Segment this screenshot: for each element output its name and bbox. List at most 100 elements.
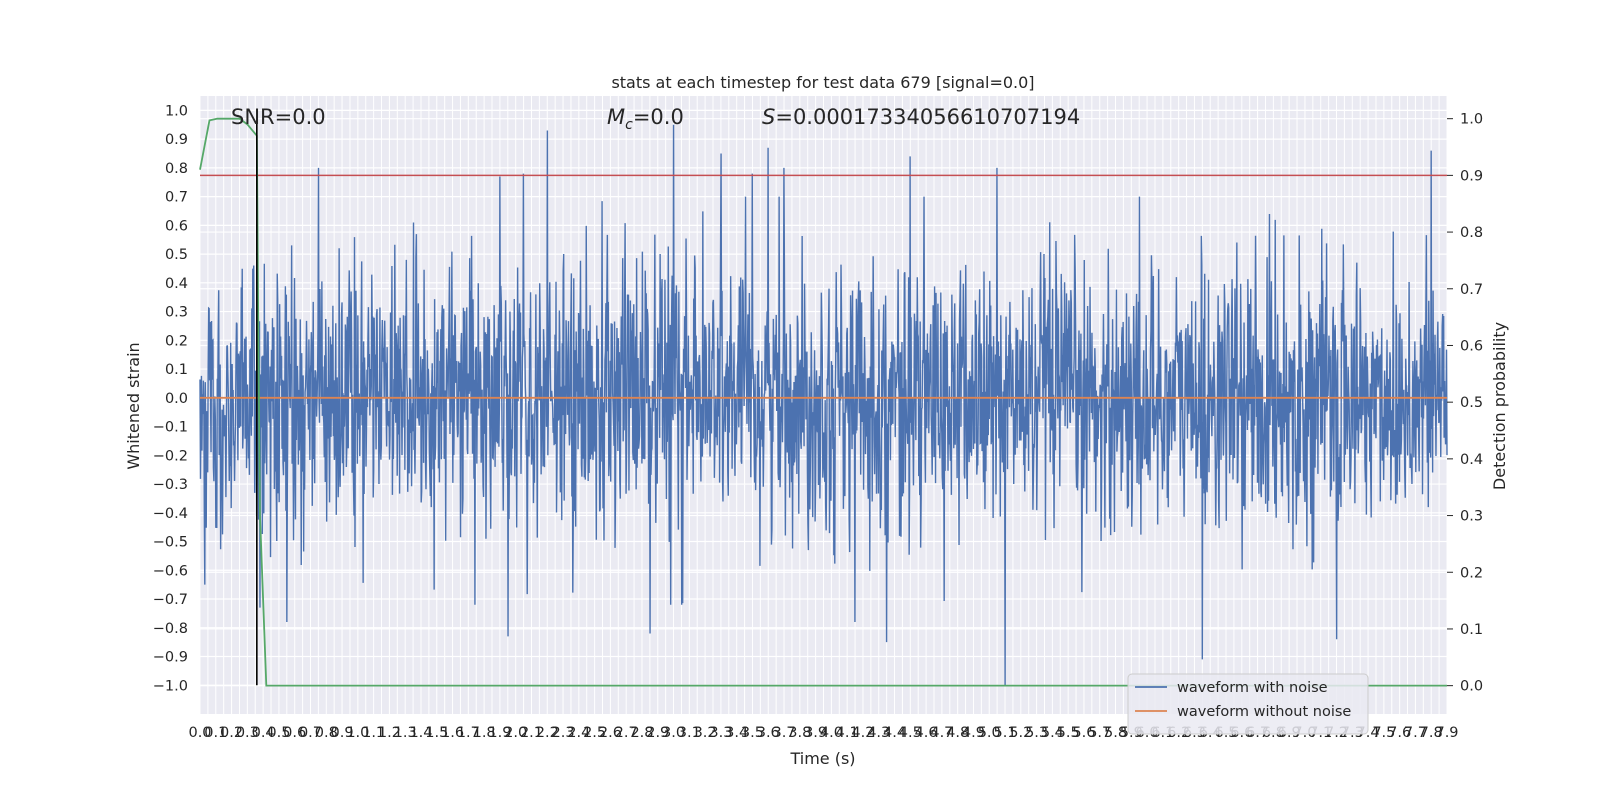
x-tick-label: 3.1 bbox=[678, 725, 701, 741]
x-tick-label: 4.5 bbox=[899, 725, 922, 741]
x-tick-label: 7.8 bbox=[1420, 725, 1443, 741]
x-tick-label: 5.6 bbox=[1072, 725, 1095, 741]
y-axis-label-left: Whitened strain bbox=[124, 342, 143, 469]
x-tick-label: 7.7 bbox=[1404, 725, 1427, 741]
legend-label-noise: waveform with noise bbox=[1177, 680, 1328, 696]
x-tick-label: 4.4 bbox=[883, 725, 906, 741]
legend-label-clean: waveform without noise bbox=[1177, 704, 1351, 720]
legend-box bbox=[1127, 673, 1369, 735]
y-tick-label-left: 0.1 bbox=[165, 362, 188, 378]
y-tick-label-right: 0.1 bbox=[1460, 622, 1483, 638]
y-tick-label-right: 0.2 bbox=[1460, 565, 1483, 581]
y-tick-label-right: 1.0 bbox=[1460, 112, 1483, 128]
x-axis-label: Time (s) bbox=[789, 749, 855, 768]
y-tick-label-left: −0.9 bbox=[153, 650, 188, 666]
x-tick-label: 5.2 bbox=[1009, 725, 1032, 741]
y-axis-label-right: Detection probability bbox=[1490, 322, 1509, 490]
y-tick-label-left: 0.4 bbox=[165, 276, 188, 292]
x-tick-label: 3.6 bbox=[757, 725, 780, 741]
x-tick-label: 3.2 bbox=[694, 725, 717, 741]
chart-title: stats at each timestep for test data 679… bbox=[611, 73, 1034, 92]
chirp-mass-subscript: c bbox=[625, 117, 633, 133]
x-tick-label: 3.4 bbox=[725, 725, 748, 741]
x-tick-label: 3.7 bbox=[773, 725, 796, 741]
series-waveform-with-noise bbox=[199, 124, 1448, 686]
x-tick-label: 7.9 bbox=[1435, 725, 1458, 741]
y-tick-label-right: 0.9 bbox=[1460, 168, 1483, 184]
x-tick-label: 4.8 bbox=[946, 725, 969, 741]
snr-annotation: SNR=0.0 bbox=[231, 105, 326, 129]
x-tick-label: 5.5 bbox=[1057, 725, 1080, 741]
y-tick-label-left: 1.0 bbox=[165, 103, 188, 119]
y-tick-label-left: 0.7 bbox=[165, 190, 188, 206]
chirp-mass-annotation: Mc=0.0 bbox=[607, 105, 684, 133]
x-tick-label: 1.2 bbox=[378, 725, 401, 741]
x-tick-label: 4.2 bbox=[851, 725, 874, 741]
s-symbol: S bbox=[762, 105, 775, 129]
x-tick-label: 0.0 bbox=[188, 725, 211, 741]
y-tick-label-right: 0.8 bbox=[1460, 225, 1483, 241]
y-tick-label-right: 0.7 bbox=[1460, 282, 1483, 298]
x-tick-label: 3.3 bbox=[709, 725, 732, 741]
y-tick-label-left: 0.3 bbox=[165, 305, 188, 321]
x-tick-label: 5.0 bbox=[978, 725, 1001, 741]
x-tick-label: 1.9 bbox=[488, 725, 511, 741]
x-tick-label: 2.3 bbox=[552, 725, 575, 741]
y-tick-label-right: 0.6 bbox=[1460, 338, 1483, 354]
x-tick-label: 5.4 bbox=[1041, 725, 1064, 741]
y-tick-label-left: −0.4 bbox=[153, 506, 188, 522]
x-tick-label: 2.1 bbox=[520, 725, 543, 741]
x-tick-label: 4.1 bbox=[836, 725, 859, 741]
chirp-mass-symbol: M bbox=[607, 105, 625, 129]
x-tick-label: 2.9 bbox=[646, 725, 669, 741]
y-tick-label-left: −1.0 bbox=[153, 678, 188, 694]
y-tick-label-left: 0.5 bbox=[165, 247, 188, 263]
x-tick-label: 0.7 bbox=[299, 725, 322, 741]
x-tick-label: 2.7 bbox=[615, 725, 638, 741]
y-tick-label-left: 0.0 bbox=[165, 391, 188, 407]
x-tick-label: 7.6 bbox=[1388, 725, 1411, 741]
x-tick-label: 4.9 bbox=[962, 725, 985, 741]
x-tick-label: 1.4 bbox=[409, 725, 432, 741]
x-tick-label: 3.5 bbox=[741, 725, 764, 741]
series-layer bbox=[199, 116, 1448, 687]
y-tick-label-right: 0.5 bbox=[1460, 395, 1483, 411]
y-tick-label-left: 0.9 bbox=[165, 132, 188, 148]
y-tick-label-left: 0.8 bbox=[165, 161, 188, 177]
x-tick-label: 1.5 bbox=[425, 725, 448, 741]
y-tick-label-left: 0.2 bbox=[165, 333, 188, 349]
y-tick-label-left: −0.2 bbox=[153, 448, 188, 464]
y-tick-label-right: 0.0 bbox=[1460, 679, 1483, 695]
x-tick-label: 0.8 bbox=[315, 725, 338, 741]
x-tick-label: 1.0 bbox=[346, 725, 369, 741]
x-tick-label: 3.8 bbox=[788, 725, 811, 741]
x-tick-label: 3.0 bbox=[662, 725, 685, 741]
y-tick-label-right: 0.4 bbox=[1460, 452, 1483, 468]
x-tick-label: 5.7 bbox=[1088, 725, 1111, 741]
x-tick-label: 5.8 bbox=[1104, 725, 1127, 741]
x-tick-label: 0.5 bbox=[267, 725, 290, 741]
y-tick-label-left: −0.7 bbox=[153, 592, 188, 608]
y-tick-label-left: −0.6 bbox=[153, 563, 188, 579]
x-tick-label: 1.6 bbox=[441, 725, 464, 741]
x-tick-label: 2.0 bbox=[504, 725, 527, 741]
y-tick-label-left: −0.5 bbox=[153, 535, 188, 551]
series-detection-probability bbox=[199, 117, 1447, 687]
x-tick-label: 3.9 bbox=[804, 725, 827, 741]
x-tick-label: 2.4 bbox=[567, 725, 590, 741]
y-tick-label-right: 0.3 bbox=[1460, 509, 1483, 525]
y-tick-label-left: −0.1 bbox=[153, 420, 188, 436]
x-tick-label: 4.3 bbox=[867, 725, 890, 741]
s-annotation: S=0.00017334056610707194 bbox=[762, 105, 1080, 129]
ticks: 0.00.10.20.30.40.50.60.70.80.91.01.11.21… bbox=[153, 103, 1483, 741]
y-tick-label-left: −0.3 bbox=[153, 477, 188, 493]
x-tick-label: 2.6 bbox=[599, 725, 622, 741]
x-tick-label: 4.7 bbox=[930, 725, 953, 741]
x-tick-label: 1.3 bbox=[394, 725, 417, 741]
x-tick-label: 1.1 bbox=[362, 725, 385, 741]
x-tick-label: 1.7 bbox=[457, 725, 480, 741]
x-tick-label: 0.1 bbox=[204, 725, 227, 741]
x-tick-label: 0.9 bbox=[331, 725, 354, 741]
x-tick-label: 2.2 bbox=[536, 725, 559, 741]
